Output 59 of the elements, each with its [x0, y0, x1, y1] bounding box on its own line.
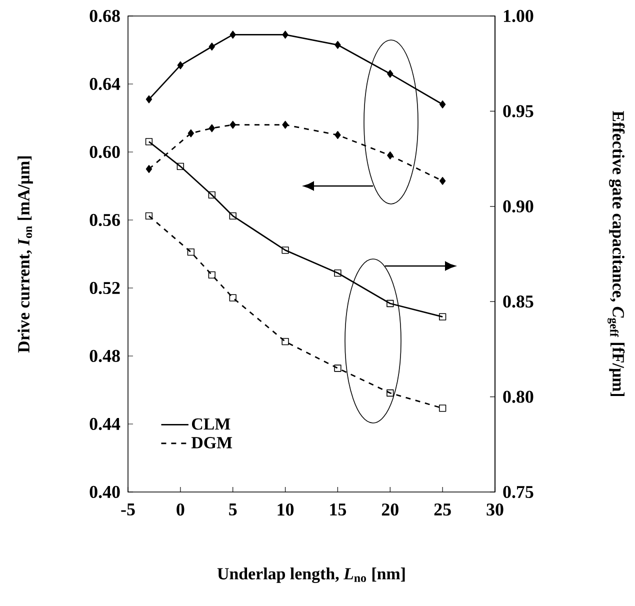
point — [229, 294, 236, 302]
point — [334, 131, 341, 139]
point — [282, 246, 289, 254]
x-tick-label: 5 — [229, 504, 237, 516]
y2-tick-label: 0.90 — [503, 200, 534, 212]
point — [176, 162, 184, 170]
x-tick-label: 30 — [486, 504, 504, 516]
y-tick-label: 0.60 — [90, 146, 120, 158]
x-tick-label: 15 — [330, 504, 346, 516]
point — [188, 129, 194, 138]
point — [387, 151, 394, 160]
point — [386, 300, 394, 308]
point — [282, 120, 288, 129]
point — [208, 191, 216, 199]
point — [208, 271, 216, 279]
point — [386, 389, 394, 397]
point — [146, 165, 152, 173]
legend-label: CLM — [192, 418, 230, 430]
x-tick-label: 0 — [176, 504, 184, 516]
x-tick-label: 10 — [278, 504, 294, 516]
legend-label: DGM — [191, 437, 232, 448]
point — [208, 124, 215, 132]
y2-tick-label: 0.75 — [503, 486, 534, 498]
y-tick-label: 0.56 — [90, 214, 120, 226]
point — [177, 61, 184, 70]
point — [282, 338, 289, 346]
y2-tick-label: 0.85 — [503, 296, 534, 308]
point — [439, 100, 446, 108]
point — [334, 40, 341, 49]
y-tick-label: 0.68 — [90, 10, 120, 22]
point — [145, 138, 153, 146]
point — [334, 269, 342, 277]
y-tick-label: 0.44 — [90, 418, 120, 430]
point — [145, 212, 153, 220]
y-tick-label: 0.64 — [90, 78, 120, 90]
y-axis-title: Drive current, I$_{on}$ [mA/μm] — [18, 156, 33, 353]
point — [229, 212, 236, 220]
point — [146, 95, 152, 104]
y-tick-label: 0.48 — [90, 350, 120, 362]
y2-axis-title: Effective gate capacitance, C$_{geff}$ [fF/μm] — [608, 111, 625, 396]
point — [208, 42, 215, 51]
y2-tick-label: 0.95 — [503, 105, 534, 118]
y2-tick-label: 0.80 — [503, 390, 534, 403]
x-tick-label: 20 — [382, 504, 398, 516]
y2-tick-label: 1.00 — [504, 10, 534, 22]
y-tick-label: 0.52 — [90, 282, 120, 294]
point — [387, 70, 394, 78]
point — [187, 248, 195, 256]
point — [334, 364, 342, 372]
point — [438, 313, 446, 320]
point — [230, 30, 236, 39]
point — [282, 30, 288, 39]
x-axis-title: Underlap length, L$_{no}$ [nm] — [217, 568, 405, 584]
x-tick-label: 25 — [434, 504, 451, 516]
point — [230, 120, 236, 129]
point — [439, 176, 446, 185]
y-tick-label: 0.40 — [90, 486, 120, 498]
x-tick-label: -5 — [121, 504, 135, 516]
point — [438, 404, 446, 412]
